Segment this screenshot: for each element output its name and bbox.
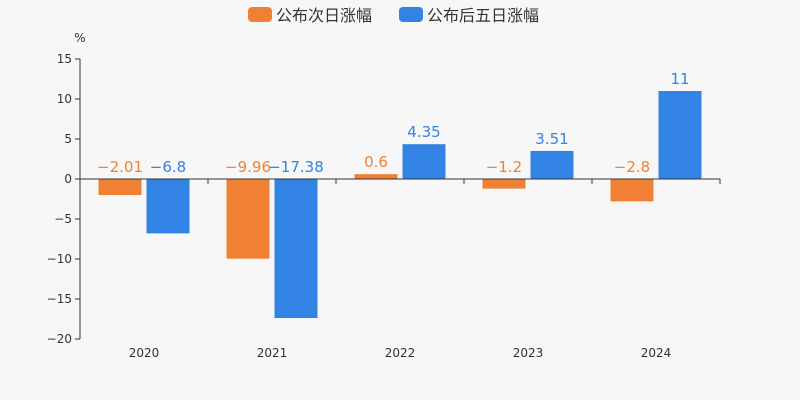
data-label: −2.8 xyxy=(614,158,650,176)
bars: −2.01 −9.96 0.6 −1.2 −2.8 −6.8 −17.38 4.35 3.51 1… xyxy=(97,70,702,319)
bar-series1-2023[interactable] xyxy=(482,179,526,189)
y-axis: 15 10 5 0 −5 −10 −15 −20 xyxy=(47,52,81,346)
y-tick-label: −5 xyxy=(54,212,72,226)
y-tick-label: 0 xyxy=(64,172,72,186)
bar-series2-2020[interactable] xyxy=(146,179,190,234)
bar-series1-2024[interactable] xyxy=(610,179,654,202)
y-axis-unit: % xyxy=(74,31,85,45)
data-label: −1.2 xyxy=(486,158,522,176)
x-tick-label: 2020 xyxy=(129,346,160,360)
y-tick-label: 10 xyxy=(57,92,72,106)
legend-label-2[interactable]: 公布后五日涨幅 xyxy=(427,6,539,25)
x-tick-label: 2021 xyxy=(257,346,288,360)
bar-series2-2022[interactable] xyxy=(402,144,446,179)
data-label: 4.35 xyxy=(407,123,440,141)
legend-swatch-2[interactable] xyxy=(399,7,423,22)
data-label: −9.96 xyxy=(225,158,271,176)
data-label: 0.6 xyxy=(364,153,388,171)
data-label: −17.38 xyxy=(268,158,324,176)
legend-label-1[interactable]: 公布次日涨幅 xyxy=(276,6,372,25)
y-tick-label: −15 xyxy=(47,292,72,306)
data-label: 3.51 xyxy=(535,130,568,148)
y-tick-label: −10 xyxy=(47,252,72,266)
data-label: −6.8 xyxy=(150,158,186,176)
legend-swatch-1[interactable] xyxy=(248,7,272,22)
bar-series2-2021[interactable] xyxy=(274,179,318,319)
data-label: 11 xyxy=(670,70,689,88)
bar-series2-2024[interactable] xyxy=(658,91,702,179)
bar-series1-2022[interactable] xyxy=(354,174,398,179)
x-tick-label: 2023 xyxy=(513,346,544,360)
x-axis: 2020 2021 2022 2023 2024 xyxy=(79,178,721,360)
bar-series1-2021[interactable] xyxy=(226,179,270,259)
legend: 公布次日涨幅 公布后五日涨幅 xyxy=(248,6,539,25)
bar-series2-2023[interactable] xyxy=(530,150,574,179)
x-tick-label: 2022 xyxy=(385,346,416,360)
y-tick-label: −20 xyxy=(47,332,72,346)
bar-series1-2020[interactable] xyxy=(98,179,142,196)
y-tick-label: 15 xyxy=(57,52,72,66)
data-label: −2.01 xyxy=(97,158,143,176)
y-tick-label: 5 xyxy=(64,132,72,146)
x-tick-label: 2024 xyxy=(641,346,672,360)
